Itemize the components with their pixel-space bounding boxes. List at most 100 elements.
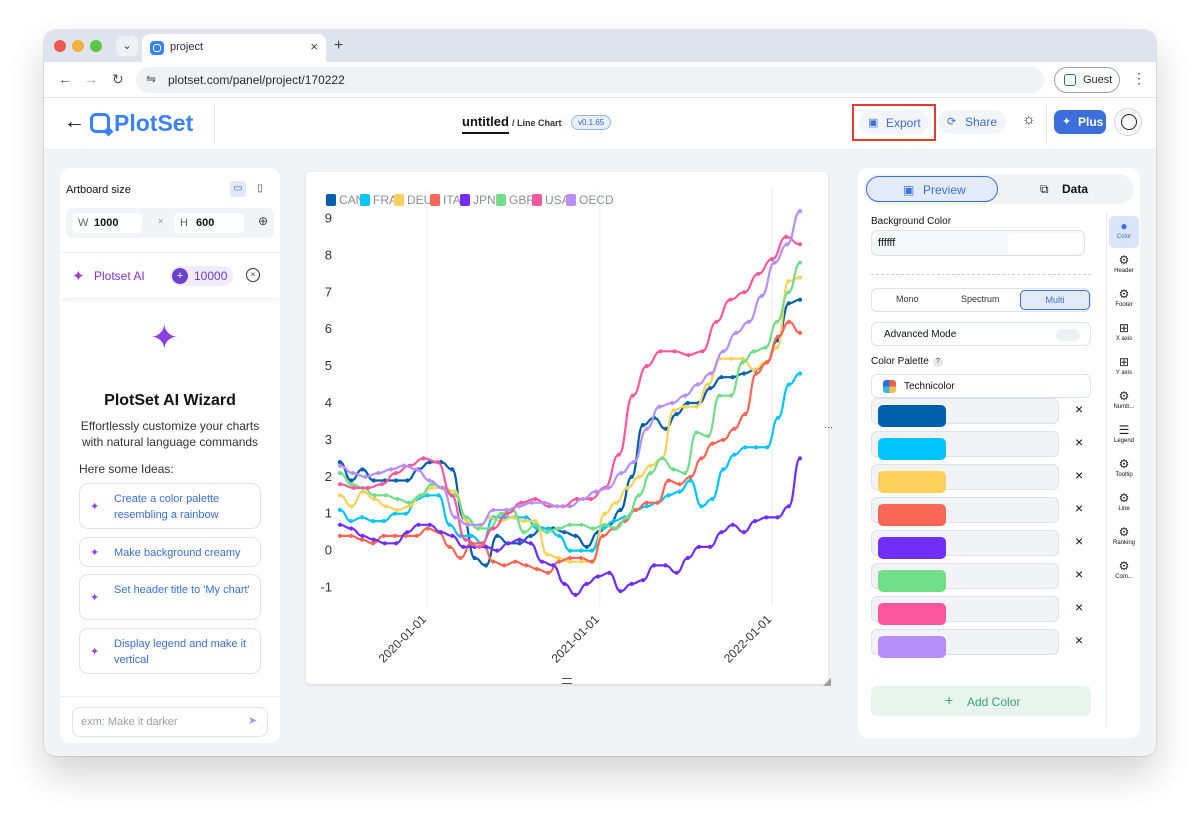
export-button[interactable]: ▣ Export	[859, 111, 929, 134]
profile-button[interactable]: Guest	[1054, 67, 1120, 93]
rail-item-header[interactable]: ⚙ Header	[1109, 250, 1139, 282]
close-window-button[interactable]	[54, 40, 66, 52]
mode-spectrum[interactable]: Spectrum	[961, 294, 1000, 304]
idea-vertical-legend[interactable]: ✦ Display legend and make it vertical	[79, 628, 261, 674]
color-swatch[interactable]	[878, 537, 946, 559]
back-icon[interactable]: ←	[58, 71, 72, 87]
browser-tab[interactable]: project ×	[142, 34, 326, 62]
browser-menu-icon[interactable]: ⋮	[1132, 70, 1146, 86]
color-hex-field[interactable]: FA579D	[871, 596, 1059, 625]
user-avatar-icon[interactable]	[1114, 108, 1142, 136]
data-point	[349, 526, 354, 531]
color-hex-field[interactable]: B68FFB	[871, 629, 1059, 658]
color-hex-field[interactable]: 005EAA	[871, 398, 1059, 427]
send-icon[interactable]: ➤	[248, 715, 258, 727]
color-hex-field[interactable]: F86755	[871, 497, 1059, 526]
height-field[interactable]: H 600	[174, 213, 244, 233]
remove-color-icon[interactable]: ×	[1075, 632, 1084, 648]
plus-upgrade-button[interactable]: ✦ Plus	[1054, 110, 1106, 134]
data-point	[699, 504, 704, 509]
back-arrow-icon[interactable]: ←	[64, 110, 85, 133]
color-swatch[interactable]	[878, 438, 946, 460]
mobile-icon[interactable]: ▯	[257, 183, 263, 194]
rail-item-x-axis[interactable]: ⊞ X axis	[1109, 318, 1139, 350]
ai-credits-badge[interactable]: 10000	[170, 266, 234, 286]
data-point	[719, 530, 724, 535]
data-point	[728, 356, 734, 361]
data-point	[381, 533, 386, 538]
tab-close-icon[interactable]: ×	[310, 39, 318, 54]
color-swatch[interactable]	[878, 471, 946, 493]
rail-item-footer[interactable]: ⚙ Footer	[1109, 284, 1139, 316]
data-point	[535, 567, 540, 572]
data-point	[556, 526, 561, 531]
artboard-resize-handle-right[interactable]: ⋯	[824, 422, 833, 432]
rail-item-com[interactable]: ⚙ Com...	[1109, 556, 1139, 588]
artboard-resize-corner[interactable]	[823, 678, 831, 686]
rail-item-numb[interactable]: ⚙ Numb...	[1109, 386, 1139, 418]
remove-color-icon[interactable]: ×	[1075, 401, 1084, 417]
idea-header-title[interactable]: ✦ Set header title to 'My chart'	[79, 574, 261, 620]
plotset-logo[interactable]: PlotSet	[114, 110, 194, 136]
share-button[interactable]: ⟳ Share	[938, 110, 1006, 134]
color-hex-field[interactable]: FED15C	[871, 464, 1059, 493]
color-hex-field[interactable]: 00C5FC	[871, 431, 1059, 460]
url-field[interactable]: ⇋ plotset.com/panel/project/170222	[136, 67, 1044, 93]
remove-color-icon[interactable]: ×	[1075, 566, 1084, 582]
data-point	[606, 485, 611, 490]
close-icon[interactable]: ×	[246, 268, 260, 282]
color-swatch[interactable]	[878, 603, 946, 625]
maximize-window-button[interactable]	[90, 40, 102, 52]
color-hex-field[interactable]: 72DE8A	[871, 563, 1059, 592]
color-swatch[interactable]	[878, 504, 946, 526]
wizard-description: Effortlessly customize your charts with …	[80, 419, 260, 449]
color-swatch[interactable]	[878, 405, 946, 427]
theme-toggle-icon[interactable]: ☼	[1022, 111, 1036, 128]
help-icon[interactable]: ?	[932, 357, 943, 367]
site-settings-icon[interactable]: ⇋	[146, 72, 157, 86]
forward-icon[interactable]: →	[84, 71, 98, 87]
data-point	[528, 541, 533, 546]
url-text[interactable]: plotset.com/panel/project/170222	[168, 73, 345, 87]
background-color-swatch[interactable]	[1008, 233, 1082, 253]
data-point	[495, 548, 500, 553]
background-color-field[interactable]: ffffff	[871, 230, 1085, 256]
reload-icon[interactable]: ↻	[112, 71, 124, 87]
data-point	[753, 519, 758, 524]
rail-item-line[interactable]: ⚙ Line	[1109, 488, 1139, 520]
tab-search-button[interactable]: ⌄	[116, 36, 138, 56]
rail-item-tooltip[interactable]: ⚙ Tooltip	[1109, 454, 1139, 486]
remove-color-icon[interactable]: ×	[1075, 500, 1084, 516]
width-field[interactable]: W 1000	[72, 213, 142, 233]
remove-color-icon[interactable]: ×	[1075, 434, 1084, 450]
aspect-lock-icon[interactable]: ⊕	[258, 214, 269, 228]
mode-mono[interactable]: Mono	[896, 294, 919, 304]
add-color-button[interactable]: + Add Color	[871, 686, 1091, 716]
tab-preview[interactable]: ▣ Preview	[866, 176, 998, 202]
palette-select[interactable]: Technicolor	[871, 374, 1091, 398]
idea-creamy-background[interactable]: ✦ Make background creamy	[79, 537, 261, 567]
remove-color-icon[interactable]: ×	[1075, 533, 1084, 549]
ai-prompt-input[interactable]: exm: Make it darker	[72, 707, 268, 737]
color-swatch[interactable]	[878, 570, 946, 592]
mode-multi[interactable]: Multi	[1020, 290, 1090, 310]
color-hex-field[interactable]: 6F2FF9	[871, 530, 1059, 559]
new-tab-button[interactable]: +	[334, 37, 344, 54]
rail-item-ranking[interactable]: ⚙ Ranking	[1109, 522, 1139, 554]
data-point	[450, 467, 455, 472]
artboard-resize-handle-bottom[interactable]	[562, 678, 572, 684]
idea-rainbow-palette[interactable]: ✦ Create a color palette resembling a ra…	[79, 483, 261, 529]
color-swatch[interactable]	[878, 636, 946, 658]
advanced-mode-toggle[interactable]	[1056, 329, 1080, 341]
project-title[interactable]: untitled	[462, 114, 509, 134]
plotset-ai-label[interactable]: Plotset AI	[94, 269, 145, 283]
chart-artboard[interactable]: 2020-01-01 2021-01-01 2022-01-01 -1 0 1 2 3 4 5 6 7…	[306, 172, 828, 684]
remove-color-icon[interactable]: ×	[1075, 599, 1084, 615]
rail-item-color[interactable]: ● Color	[1109, 216, 1139, 248]
minimize-window-button[interactable]	[72, 40, 84, 52]
rail-item-y-axis[interactable]: ⊞ Y axis	[1109, 352, 1139, 384]
rail-item-legend[interactable]: ☰ Legend	[1109, 420, 1139, 452]
remove-color-icon[interactable]: ×	[1075, 467, 1084, 483]
data-point	[517, 537, 522, 542]
desktop-icon[interactable]: ▭	[230, 181, 246, 197]
